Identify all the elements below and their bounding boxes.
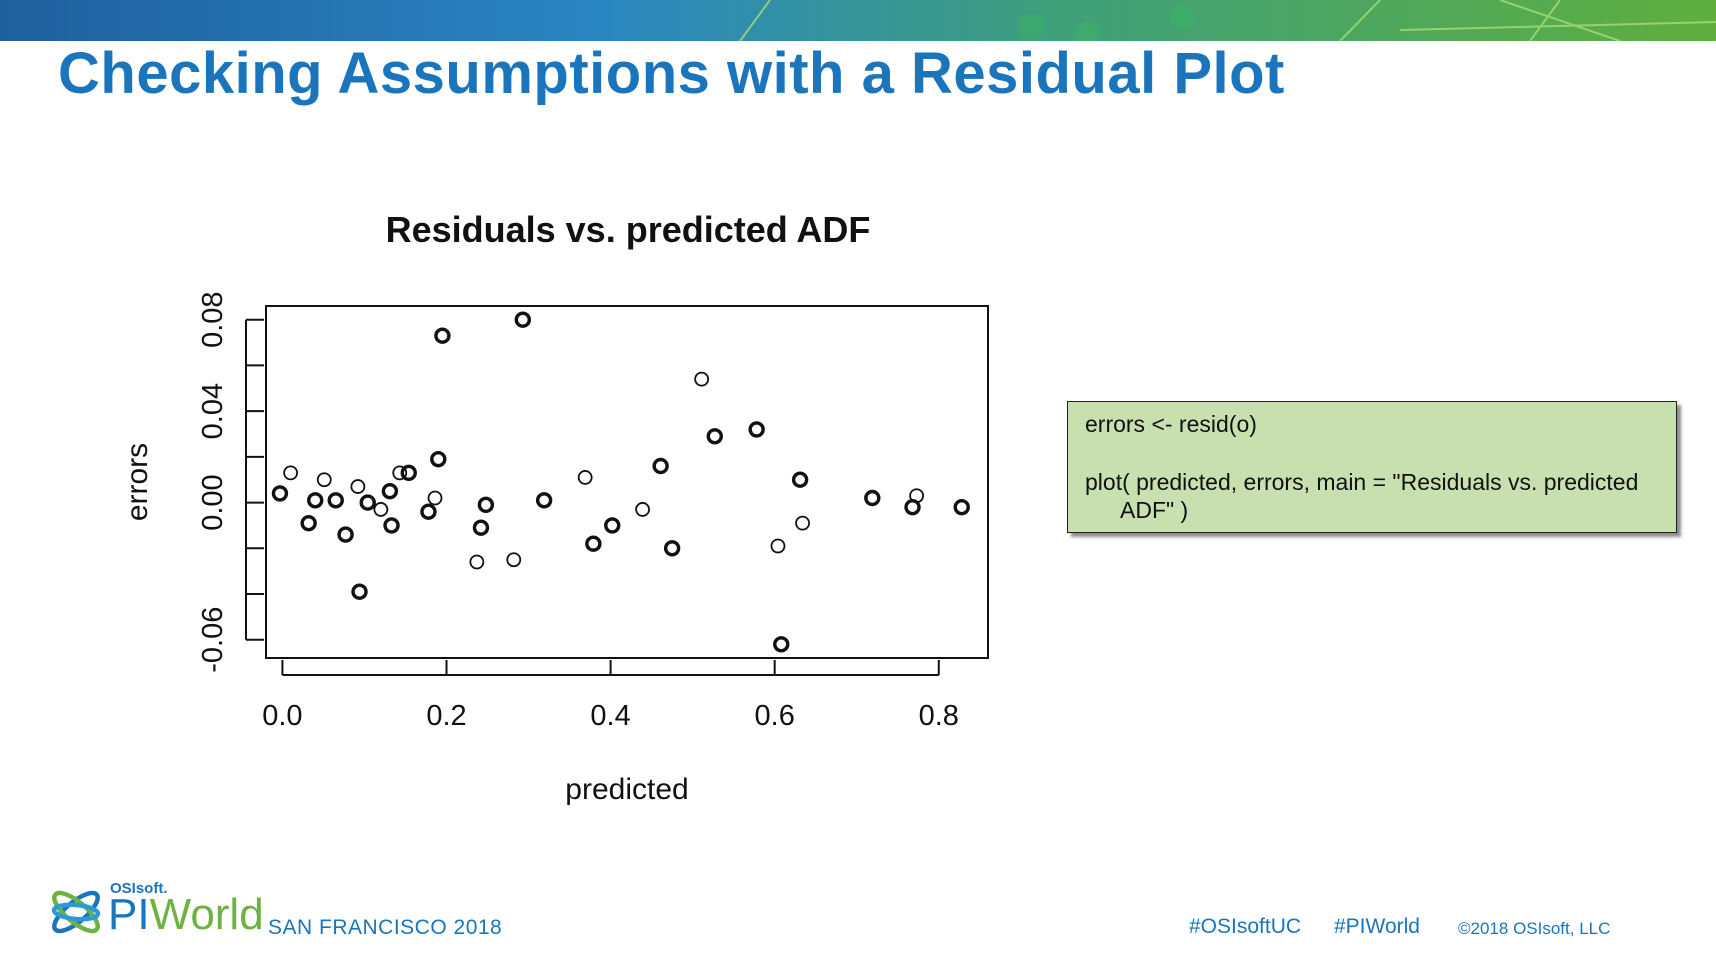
data-point [577,470,593,485]
data-point [795,515,810,531]
data-point [652,457,669,475]
data-point [953,498,970,516]
data-point [506,552,522,568]
footer-location: SAN FRANCISCO 2018 [268,916,503,939]
data-point [383,517,400,534]
data-point [430,450,447,468]
data-point [748,421,765,438]
code-line-resid: errors <- resid(o) [1085,411,1257,437]
y-axis-label: errors [121,443,154,521]
data-point [514,311,532,328]
residual-scatter-plot: Residuals vs. predicted ADF 0.0 0.2 0.4 0.6… [121,209,989,806]
data-point [316,472,332,488]
data-point [477,496,495,514]
data-point [307,492,324,509]
code-line-plot: plot( predicted, errors, main = "Residua… [1085,469,1639,495]
data-point [392,465,408,481]
data-point [706,428,723,445]
data-point [359,494,376,511]
data-point [791,471,809,488]
data-point [472,519,490,536]
data-point [635,502,650,517]
data-point [694,371,710,387]
footer-hashtag-osisoftuc: #OSIsoftUC [1189,915,1302,938]
data-point [663,540,681,557]
y-axis: -0.06 0.00 0.04 0.08 [197,291,264,673]
x-axis-label: predicted [565,773,688,806]
slide-title: Checking Assumptions with a Residual Plo… [58,41,1285,106]
data-point [400,464,417,482]
data-point [300,514,317,532]
logo-osisoft-text: OSIsoft. [110,880,168,897]
x-tick-label: 0.2 [426,700,466,732]
data-point [770,538,786,554]
data-points [271,311,970,653]
data-point [427,490,443,506]
footer-hashtag-piworld: #PIWorld [1334,915,1420,938]
logo-world: World [149,890,264,939]
y-tick-label: -0.06 [197,607,229,673]
piworld-logo: OSIsoft. PIWorld [46,878,264,940]
data-point [337,526,354,543]
data-point [327,492,344,509]
footer-copyright: ©2018 OSIsoft, LLC [1458,919,1611,938]
data-point [434,327,451,344]
banner-graphic [0,0,1716,41]
r-code-box: errors <- resid(o) plot( predicted, erro… [1067,401,1677,533]
y-tick-label: 0.00 [197,474,229,530]
x-tick-label: 0.0 [262,700,302,732]
orbit-logo-icon [51,890,101,934]
x-tick-label: 0.6 [755,700,795,732]
data-point [585,535,602,552]
data-point [535,492,553,509]
data-point [373,502,389,517]
chart-title: Residuals vs. predicted ADF [386,209,871,250]
data-point [864,489,881,507]
data-point [351,583,368,600]
code-line-plot-cont: ADF" ) [1120,497,1189,523]
logo-piworld-text: PIWorld [108,890,264,940]
y-tick-label: 0.08 [197,291,229,347]
data-point [773,636,790,653]
x-axis: 0.0 0.2 0.4 0.6 0.8 [262,660,959,732]
data-point [271,485,289,502]
data-point [420,503,437,520]
x-tick-label: 0.4 [590,700,630,732]
data-point [381,482,399,500]
header-banner [0,0,1716,41]
plot-frame [265,305,989,659]
x-tick-label: 0.8 [919,700,959,732]
data-point [909,488,925,504]
data-point [283,465,299,481]
data-point [469,554,485,570]
data-point [604,517,621,534]
logo-pi: PI [108,890,150,939]
data-point [350,479,366,494]
y-tick-label: 0.04 [197,383,229,439]
